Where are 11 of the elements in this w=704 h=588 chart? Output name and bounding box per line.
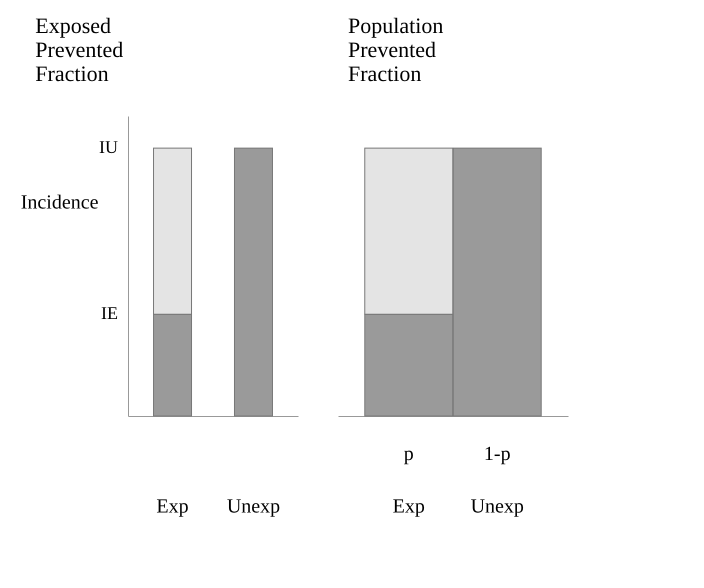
chart-title: Exposed Prevented Fraction	[35, 13, 124, 86]
x-tick-label: Unexp	[470, 496, 524, 518]
chart-title: Population Prevented Fraction	[348, 13, 444, 86]
text: IE	[101, 303, 118, 324]
text: 1-p	[484, 443, 511, 465]
x-tick-label: Exp	[392, 496, 425, 518]
y-axis-title: Incidence	[20, 192, 99, 214]
x-tick-label: Exp	[156, 496, 189, 518]
x-tick-label: Unexp	[226, 496, 280, 518]
text: IU	[99, 137, 118, 158]
text: p	[404, 443, 414, 465]
